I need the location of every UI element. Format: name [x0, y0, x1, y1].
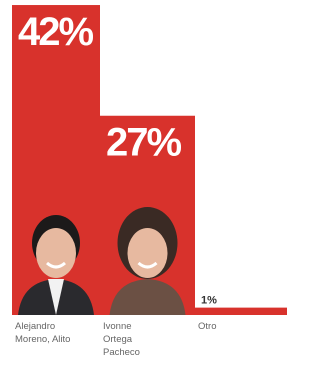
- face: [128, 228, 168, 278]
- value-label: 1%: [201, 295, 217, 307]
- value-label: 27%: [106, 121, 181, 165]
- value-label: 42%: [18, 10, 93, 54]
- category-label: Alejandro Moreno, Alito: [15, 320, 77, 346]
- category-label: Ivonne Ortega Pacheco: [103, 320, 158, 359]
- category-label: Otro: [198, 320, 253, 333]
- bar: [195, 308, 287, 315]
- page: {"chart_data": {"type": "bar", "categori…: [0, 0, 287, 376]
- face: [36, 228, 76, 278]
